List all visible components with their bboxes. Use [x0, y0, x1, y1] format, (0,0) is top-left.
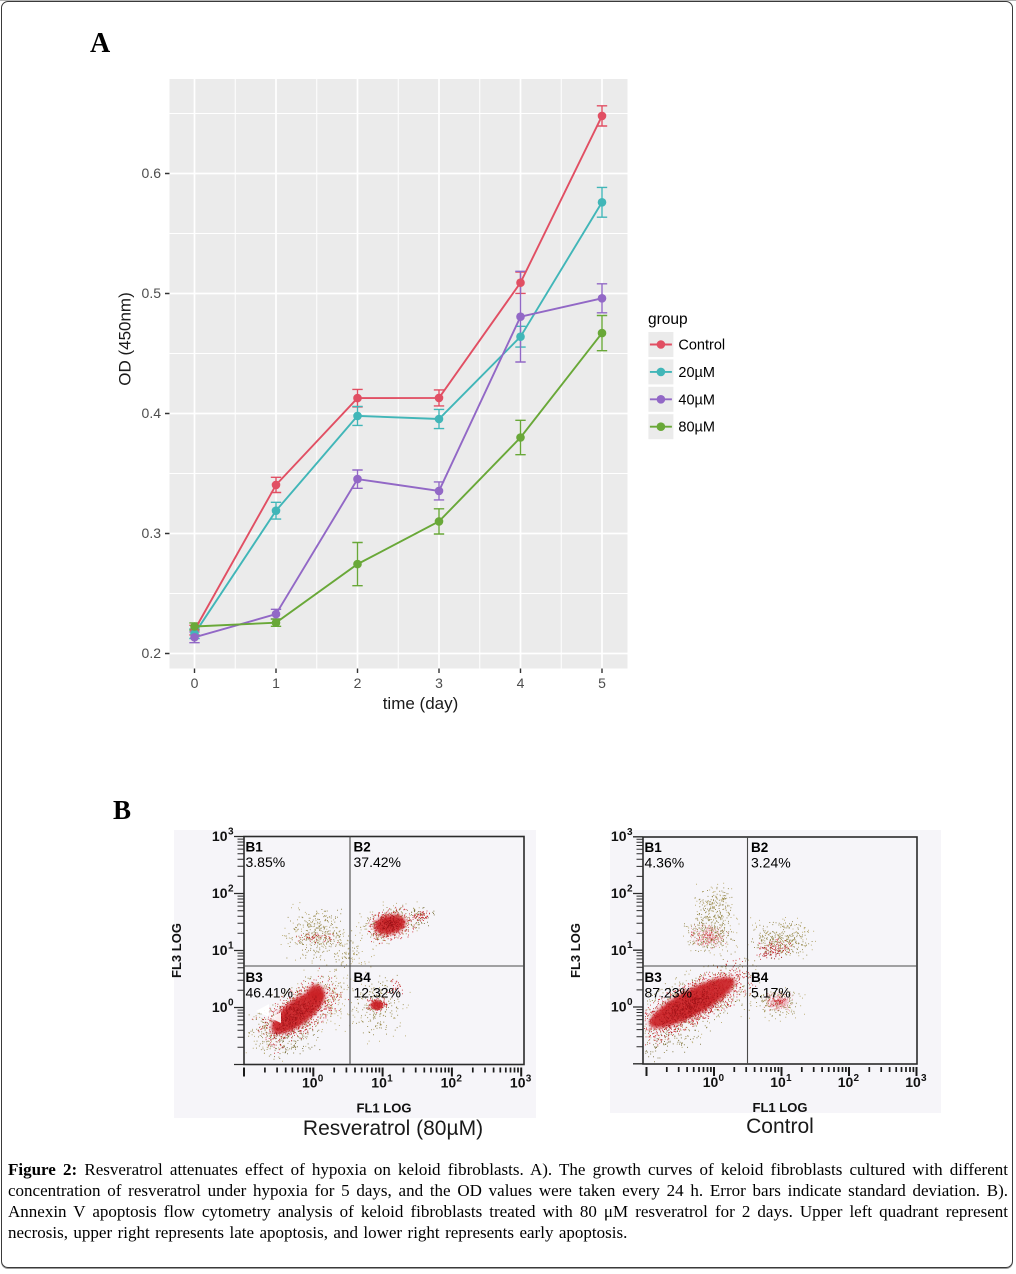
- svg-text:1: 1: [228, 941, 234, 952]
- svg-text:80µM: 80µM: [678, 420, 715, 436]
- svg-text:10: 10: [212, 942, 228, 958]
- svg-text:B4: B4: [751, 970, 769, 985]
- svg-text:10: 10: [770, 1074, 786, 1090]
- svg-text:B1: B1: [645, 840, 663, 855]
- svg-text:0.6: 0.6: [142, 165, 162, 181]
- svg-text:10: 10: [838, 1074, 854, 1090]
- svg-text:2: 2: [456, 1074, 462, 1085]
- svg-text:Control: Control: [746, 1115, 814, 1138]
- svg-text:10: 10: [905, 1074, 921, 1090]
- svg-text:0.4: 0.4: [142, 405, 162, 421]
- svg-text:1: 1: [387, 1074, 393, 1085]
- svg-text:10: 10: [510, 1075, 526, 1091]
- svg-text:40µM: 40µM: [678, 392, 715, 408]
- svg-text:B2: B2: [751, 840, 768, 855]
- svg-text:37.42%: 37.42%: [354, 854, 401, 870]
- svg-text:10: 10: [703, 1074, 719, 1090]
- svg-text:B4: B4: [354, 970, 372, 985]
- svg-text:FL3 LOG: FL3 LOG: [568, 923, 583, 978]
- svg-text:46.41%: 46.41%: [246, 985, 293, 1001]
- svg-text:5: 5: [598, 675, 606, 691]
- svg-text:0: 0: [318, 1074, 324, 1085]
- svg-text:2: 2: [228, 884, 234, 895]
- svg-text:2: 2: [854, 1073, 860, 1084]
- svg-text:B1: B1: [246, 840, 264, 855]
- svg-text:10: 10: [611, 828, 627, 844]
- svg-text:1: 1: [272, 675, 280, 691]
- svg-text:10: 10: [212, 999, 228, 1015]
- svg-text:0: 0: [228, 998, 234, 1009]
- svg-text:10: 10: [611, 942, 627, 958]
- svg-text:12.32%: 12.32%: [354, 985, 401, 1001]
- svg-text:3.24%: 3.24%: [751, 855, 791, 871]
- svg-text:group: group: [648, 311, 688, 328]
- svg-text:87.23%: 87.23%: [645, 985, 692, 1001]
- svg-text:10: 10: [212, 828, 228, 844]
- svg-text:2: 2: [627, 884, 633, 895]
- svg-text:2: 2: [354, 675, 362, 691]
- svg-text:0: 0: [627, 997, 633, 1008]
- svg-text:B3: B3: [246, 970, 264, 985]
- svg-text:3.85%: 3.85%: [246, 854, 286, 870]
- svg-text:FL1 LOG: FL1 LOG: [357, 1101, 412, 1116]
- svg-text:3: 3: [435, 675, 443, 691]
- svg-text:20µM: 20µM: [678, 365, 715, 381]
- svg-text:0.5: 0.5: [142, 285, 162, 301]
- svg-text:5.17%: 5.17%: [751, 985, 791, 1001]
- svg-text:3: 3: [921, 1073, 927, 1084]
- svg-text:0: 0: [719, 1073, 725, 1084]
- svg-text:1: 1: [786, 1073, 792, 1084]
- svg-text:0: 0: [191, 675, 199, 691]
- svg-text:Control: Control: [678, 338, 725, 354]
- svg-text:0.3: 0.3: [142, 525, 162, 541]
- svg-text:4: 4: [517, 675, 525, 691]
- svg-text:OD (450nm): OD (450nm): [116, 292, 135, 386]
- svg-text:B3: B3: [645, 970, 663, 985]
- svg-text:3: 3: [526, 1074, 532, 1085]
- svg-text:FL3 LOG: FL3 LOG: [169, 923, 184, 978]
- svg-text:Resveratrol (80µM): Resveratrol (80µM): [303, 1117, 483, 1140]
- svg-text:1: 1: [627, 940, 633, 951]
- svg-text:10: 10: [302, 1075, 318, 1091]
- svg-text:10: 10: [611, 999, 627, 1015]
- svg-text:10: 10: [441, 1075, 457, 1091]
- svg-text:3: 3: [627, 827, 633, 838]
- svg-text:10: 10: [611, 885, 627, 901]
- svg-text:time (day): time (day): [383, 694, 459, 713]
- svg-text:10: 10: [212, 885, 228, 901]
- svg-text:3: 3: [228, 827, 234, 838]
- svg-text:10: 10: [371, 1075, 387, 1091]
- svg-text:0.2: 0.2: [142, 645, 162, 661]
- svg-text:FL1 LOG: FL1 LOG: [753, 1100, 808, 1115]
- svg-text:B2: B2: [354, 840, 371, 855]
- svg-text:4.36%: 4.36%: [645, 855, 685, 871]
